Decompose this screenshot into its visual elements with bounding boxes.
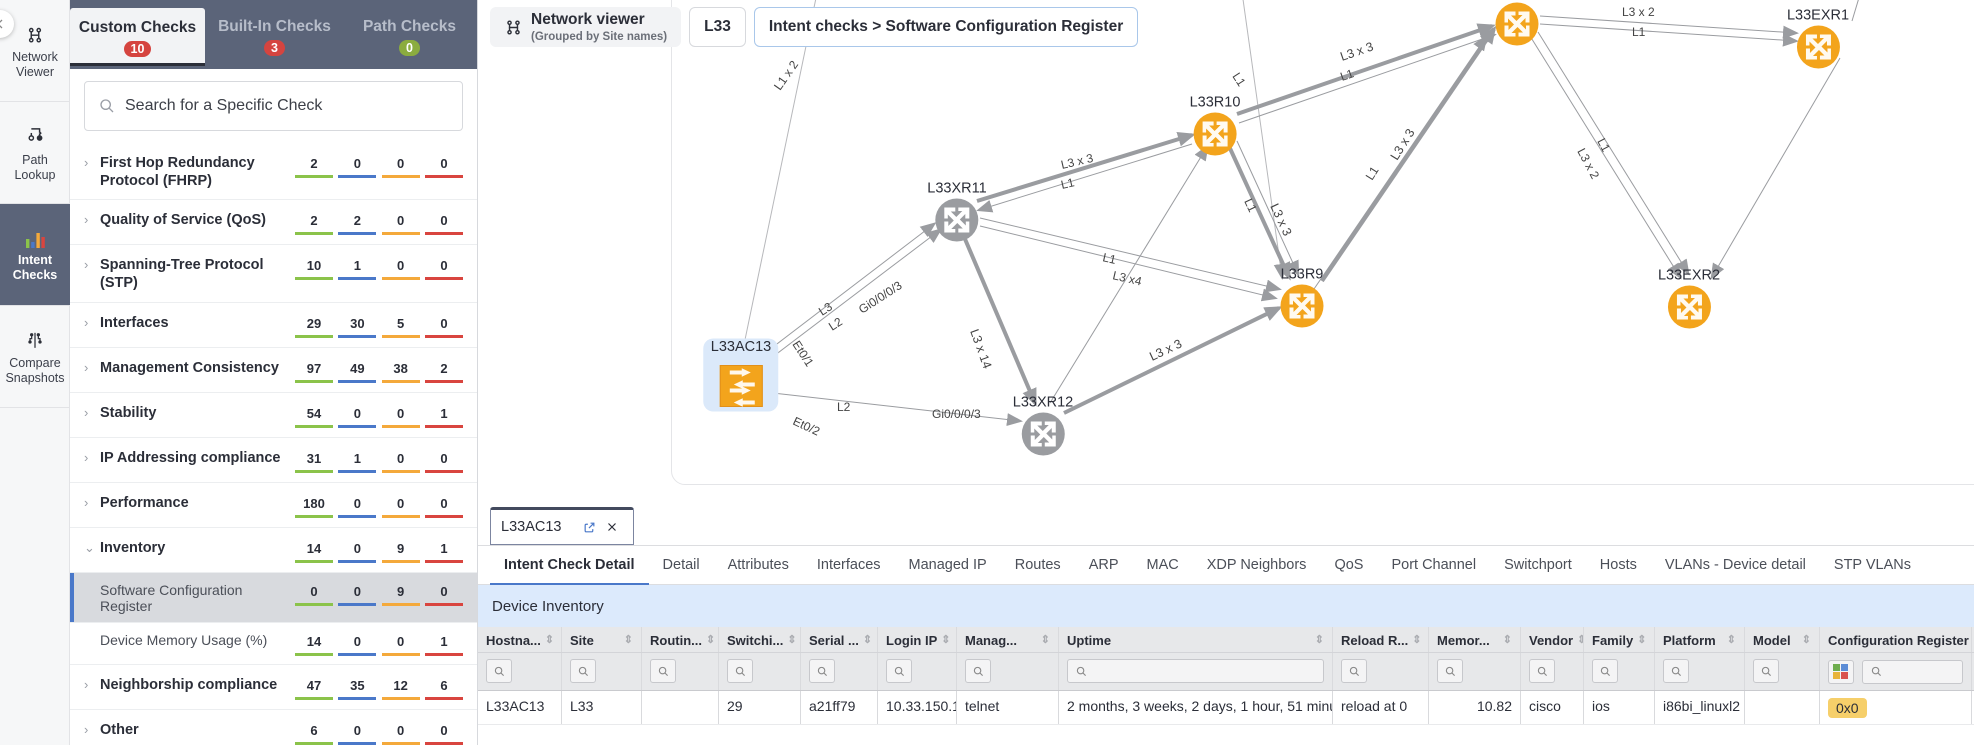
svg-text:L1 x 2: L1 x 2 (771, 58, 801, 93)
svg-text:L3 x 2: L3 x 2 (1574, 146, 1602, 182)
svg-text:L2: L2 (837, 400, 851, 414)
svg-text:L1: L1 (1060, 175, 1076, 192)
svg-text:L1: L1 (1229, 70, 1248, 89)
svg-text:L1: L1 (1363, 164, 1382, 183)
svg-text:Gi0/0/0/3: Gi0/0/0/3 (932, 407, 981, 421)
svg-text:L1: L1 (1338, 66, 1355, 84)
svg-text:L3 x 3: L3 x 3 (1147, 337, 1184, 364)
svg-text:L3 x 3: L3 x 3 (1267, 201, 1294, 238)
svg-text:L3 x4: L3 x4 (1111, 268, 1143, 288)
svg-text:L1: L1 (1594, 136, 1613, 155)
svg-text:Gi0/0/0/3: Gi0/0/0/3 (856, 278, 905, 316)
svg-text:Et0/2: Et0/2 (791, 414, 823, 439)
svg-text:L3 x 14: L3 x 14 (967, 327, 994, 370)
svg-text:L1: L1 (1101, 250, 1117, 267)
svg-text:L2: L2 (826, 314, 845, 333)
svg-text:Et0/1: Et0/1 (789, 338, 816, 369)
